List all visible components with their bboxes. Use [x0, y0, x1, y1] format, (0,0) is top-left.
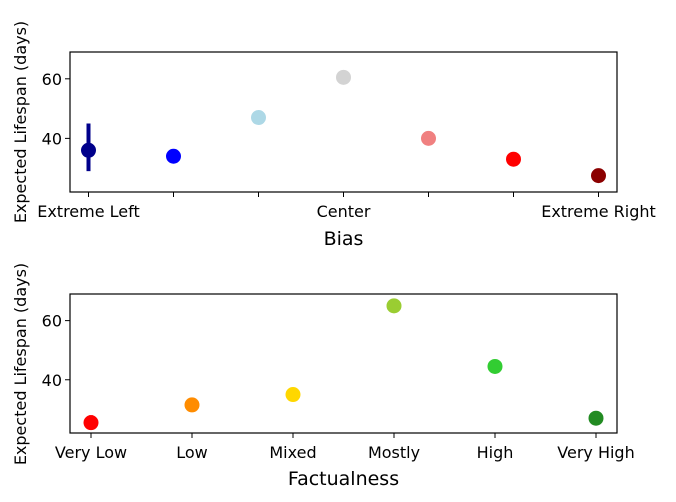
data-point	[251, 110, 266, 126]
axes-frame	[69, 293, 618, 434]
data-point	[285, 387, 301, 403]
y-tick-label: 60	[42, 70, 62, 89]
x-axis-label: Bias	[324, 228, 364, 250]
x-tick-label: Center	[317, 202, 371, 221]
data-point	[83, 415, 99, 431]
y-axis-label: Expected Lifespan (days)	[11, 263, 30, 465]
x-tick-label: Extreme Left	[37, 202, 140, 221]
data-point	[506, 151, 521, 167]
y-axis-label: Expected Lifespan (days)	[11, 21, 30, 223]
factualness-panel: 40 60 Very Low Low Mixed Mostly High Very High F…	[11, 263, 635, 490]
data-point	[487, 358, 503, 374]
bias-panel: 40 60 Extreme Left Center Extreme Right Bias E…	[11, 21, 656, 250]
data-point	[386, 298, 402, 314]
x-tick-label: Very High	[557, 443, 634, 462]
data-point	[588, 410, 604, 426]
data-point	[81, 142, 96, 158]
x-axis-label: Factualness	[288, 468, 399, 490]
data-point	[166, 148, 181, 164]
data-point	[591, 168, 606, 184]
x-tick-label: Extreme Right	[541, 202, 656, 221]
data-point	[421, 130, 436, 146]
x-tick-label: Mixed	[269, 443, 316, 462]
x-tick-label: Mostly	[368, 443, 420, 462]
y-tick-label: 60	[42, 312, 62, 331]
x-tick-label: High	[477, 443, 514, 462]
x-tick-label: Very Low	[55, 443, 127, 462]
data-point	[336, 69, 351, 85]
data-point	[184, 397, 200, 413]
x-tick-label: Low	[176, 443, 208, 462]
y-tick-label: 40	[42, 129, 62, 148]
y-tick-label: 40	[42, 371, 62, 390]
